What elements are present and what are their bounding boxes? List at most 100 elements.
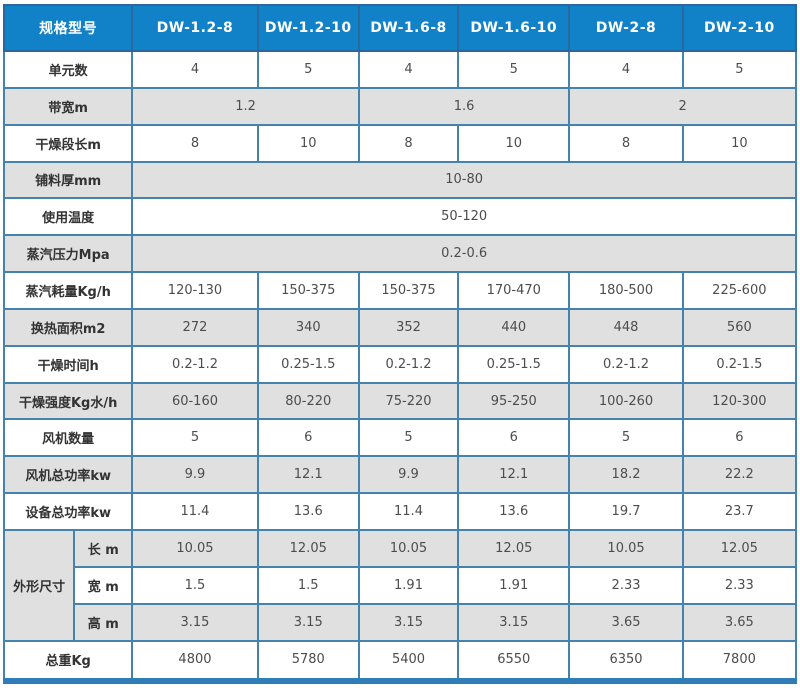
row-label: 带宽m (2, 86, 134, 126)
cell-value: 0.2-1.2 (131, 344, 259, 384)
row-label: 蒸汽压力Mpa (2, 234, 134, 274)
cell-value: 9.9 (131, 455, 259, 495)
table-row-belt-width: 带宽m 1.2 1.6 2 (2, 86, 797, 126)
column-header: DW-1.6-10 (457, 4, 571, 52)
header-row: 规格型号 DW-1.2-8 DW-1.2-10 DW-1.6-8 DW-1.6-… (2, 4, 798, 52)
cell-value: 0.2-1.2 (568, 344, 684, 384)
cell-value: 6 (457, 418, 571, 458)
row-sublabel: 长 m (73, 528, 134, 568)
cell-value: 440 (457, 307, 571, 347)
cell-value: 18.2 (568, 455, 684, 495)
table-row-dimension-width: 宽 m 1.5 1.5 1.91 1.91 2.33 2.33 (4, 565, 798, 605)
cell-value: 1.5 (256, 565, 360, 605)
cell-value: 3.15 (357, 602, 460, 642)
cell-value: 10.05 (357, 528, 460, 568)
row-label: 铺料厚mm (2, 160, 134, 200)
row-label: 风机总功率kw (2, 455, 134, 495)
row-label: 干燥时间h (2, 344, 134, 384)
cell-value: 6550 (457, 639, 571, 682)
column-header: DW-2-8 (568, 4, 684, 52)
cell-value: 3.65 (681, 602, 798, 642)
cell-value: 1.5 (131, 565, 259, 605)
row-label: 设备总功率kw (2, 492, 134, 531)
cell-value: 13.6 (256, 492, 360, 531)
table-row-dimension-height: 高 m 3.15 3.15 3.15 3.15 3.65 3.65 (4, 602, 798, 642)
row-sublabel: 宽 m (73, 565, 134, 605)
cell-value: 0.2-1.2 (357, 344, 460, 384)
cell-value: 5 (256, 50, 360, 89)
cell-value: 4 (357, 50, 460, 89)
cell-value: 10.05 (568, 528, 684, 568)
cell-value: 3.65 (568, 602, 684, 642)
cell-value: 2 (568, 86, 797, 126)
cell-value: 0.25-1.5 (256, 344, 360, 384)
cell-value: 5 (681, 50, 798, 89)
cell-value: 2.33 (681, 565, 798, 605)
cell-value: 9.9 (357, 455, 460, 495)
cell-value: 22.2 (681, 455, 798, 495)
cell-value: 5 (568, 418, 684, 458)
cell-value: 1.91 (357, 565, 460, 605)
cell-value: 10.05 (131, 528, 259, 568)
row-label: 总重Kg (2, 639, 134, 682)
cell-value: 60-160 (131, 381, 259, 421)
cell-value: 225-600 (681, 271, 798, 310)
cell-value: 7800 (681, 639, 798, 682)
cell-value: 150-375 (357, 271, 460, 310)
cell-value: 8 (568, 123, 684, 163)
cell-value: 560 (681, 307, 798, 347)
column-header: DW-1.2-10 (256, 4, 360, 52)
table-row-total-weight: 总重Kg 4800 5780 5400 6550 6350 7800 (2, 639, 798, 682)
table-row-operating-temperature: 使用温度 50-120 (2, 197, 797, 237)
table-row-equipment-total-power: 设备总功率kw 11.4 13.6 11.4 13.6 19.7 23.7 (2, 492, 798, 531)
cell-value: 120-130 (131, 271, 259, 310)
cell-value: 10 (681, 123, 798, 163)
cell-value: 6 (256, 418, 360, 458)
table-row-fan-count: 风机数量 5 6 5 6 5 6 (2, 418, 798, 458)
column-header: DW-2-10 (681, 4, 798, 52)
cell-value: 3.15 (256, 602, 360, 642)
cell-value: 3.15 (131, 602, 259, 642)
row-label-dimensions: 外形尺寸 (2, 528, 76, 642)
table-row-heat-exchange-area: 换热面积m2 272 340 352 440 448 560 (2, 307, 798, 347)
cell-value: 50-120 (131, 197, 797, 237)
table-row-steam-consumption: 蒸汽耗量Kg/h 120-130 150-375 150-375 170-470… (2, 271, 798, 310)
row-label: 使用温度 (2, 197, 134, 237)
table-row-material-thickness: 铺料厚mm 10-80 (2, 160, 797, 200)
table-row-dimension-length: 外形尺寸 长 m 10.05 12.05 10.05 12.05 10.05 1… (2, 528, 798, 642)
cell-value: 272 (131, 307, 259, 347)
table-row-fan-total-power: 风机总功率kw 9.9 12.1 9.9 12.1 18.2 22.2 (2, 455, 798, 495)
cell-value: 5780 (256, 639, 360, 682)
cell-value: 448 (568, 307, 684, 347)
cell-value: 352 (357, 307, 460, 347)
cell-value: 5 (131, 418, 259, 458)
cell-value: 6350 (568, 639, 684, 682)
cell-value: 19.7 (568, 492, 684, 531)
cell-value: 95-250 (457, 381, 571, 421)
cell-value: 4 (131, 50, 259, 89)
cell-value: 4800 (131, 639, 259, 682)
row-label: 风机数量 (2, 418, 134, 458)
table-row-units: 单元数 4 5 4 5 4 5 (2, 50, 798, 89)
cell-value: 1.2 (131, 86, 360, 126)
cell-value: 12.1 (256, 455, 360, 495)
row-label: 单元数 (2, 50, 134, 89)
cell-value: 10 (457, 123, 571, 163)
cell-value: 11.4 (357, 492, 460, 531)
column-header: DW-1.6-8 (357, 4, 460, 52)
column-header: DW-1.2-8 (131, 4, 259, 52)
cell-value: 6 (681, 418, 798, 458)
cell-value: 100-260 (568, 381, 684, 421)
cell-value: 170-470 (457, 271, 571, 310)
table-row-steam-pressure: 蒸汽压力Mpa 0.2-0.6 (2, 234, 797, 274)
cell-value: 80-220 (256, 381, 360, 421)
cell-value: 1.91 (457, 565, 571, 605)
cell-value: 0.25-1.5 (457, 344, 571, 384)
cell-value: 10-80 (131, 160, 797, 200)
column-header-model: 规格型号 (2, 4, 134, 52)
cell-value: 150-375 (256, 271, 360, 310)
row-sublabel: 高 m (73, 602, 134, 642)
cell-value: 2.33 (568, 565, 684, 605)
cell-value: 120-300 (681, 381, 798, 421)
cell-value: 12.1 (457, 455, 571, 495)
